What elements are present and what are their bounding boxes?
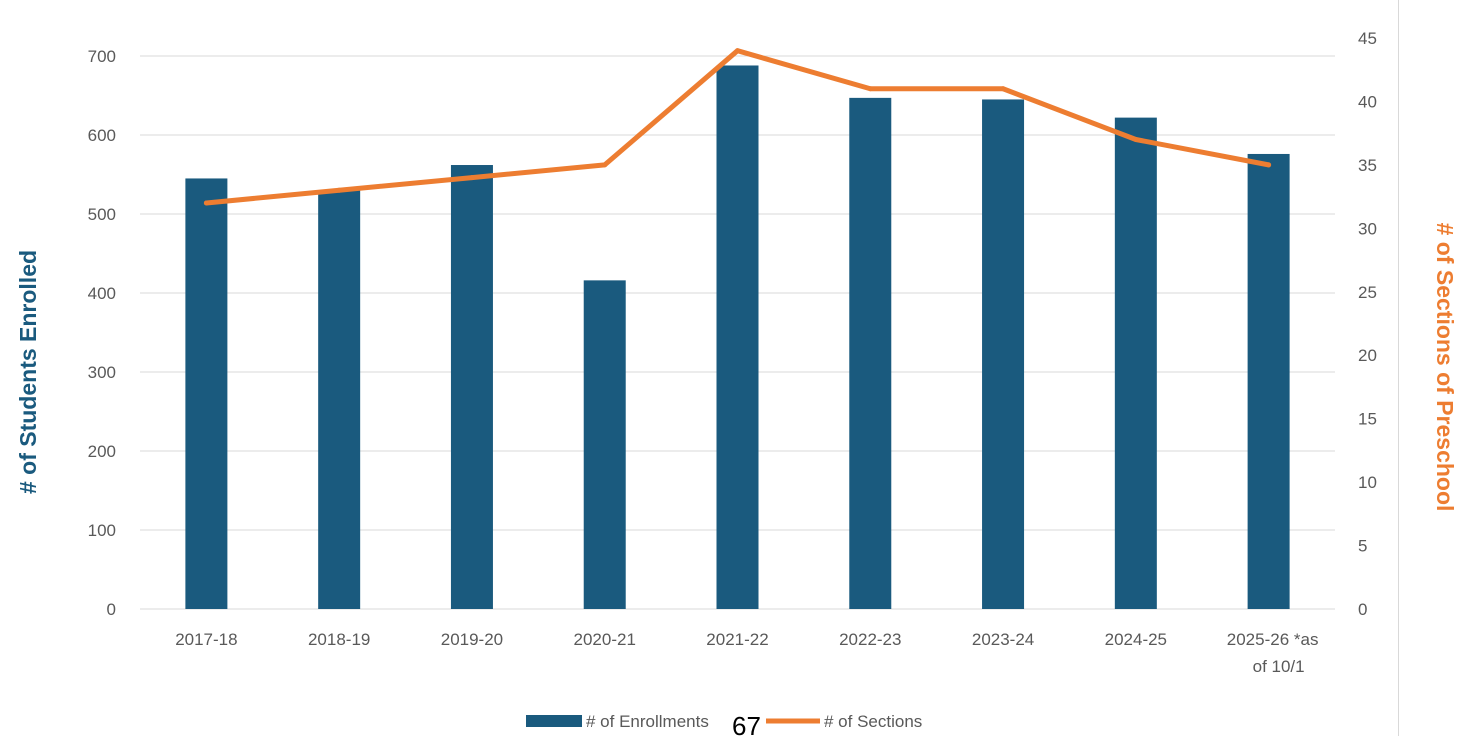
left-axis-tick-label: 700 [88,47,116,66]
slide-divider [1398,0,1399,736]
sections-point [867,86,873,92]
sections-point [469,175,475,181]
category-label: 2019-20 [441,630,503,649]
category-labels: 2017-18 2018-19 2019-20 2020-21 2021-22 2022-… [175,630,1318,676]
enrollment-bar [716,65,759,610]
right-axis-title: # of Sections of Preschool [1432,223,1458,512]
category-label: 2017-18 [175,630,237,649]
legend-label-sections: # of Sections [824,712,922,731]
legend-swatch-enrollments [526,715,582,727]
category-label: 2024-25 [1105,630,1167,649]
right-axis-tick-label: 35 [1358,156,1377,175]
left-axis-ticks: 0 100 200 300 400 500 600 700 [88,47,116,619]
category-label: 2020-21 [574,630,636,649]
right-axis-ticks: 0 5 10 15 20 25 30 35 40 45 [1358,29,1377,619]
right-axis-tick-label: 10 [1358,473,1377,492]
legend: # of Enrollments # of Sections [526,712,922,731]
left-axis-tick-label: 0 [107,600,116,619]
enrollment-bar [450,165,493,609]
category-label: 2025-26 *as [1227,630,1319,649]
category-label: 2021-22 [706,630,768,649]
right-axis-tick-label: 0 [1358,600,1367,619]
category-label: 2022-23 [839,630,901,649]
sections-point [735,48,740,54]
right-axis-tick-label: 20 [1358,346,1377,365]
sections-point [336,187,342,193]
enrollment-bar [849,97,892,610]
sections-point [1133,137,1139,143]
left-axis-tick-label: 100 [88,521,116,540]
right-axis-tick-label: 45 [1358,29,1377,48]
enrollment-bar [318,190,361,610]
right-axis-tick-label: 25 [1358,283,1377,302]
sections-line-series [203,48,1272,206]
left-axis-title: # of Students Enrolled [15,250,41,494]
right-axis-tick-label: 5 [1358,537,1367,556]
right-axis-tick-label: 30 [1358,219,1377,238]
left-axis-tick-label: 300 [88,363,116,382]
enrollment-bars [185,65,1290,610]
sections-point [1266,162,1272,168]
sections-point [203,200,209,206]
sections-point [1000,86,1006,92]
left-axis-tick-label: 200 [88,442,116,461]
enrollment-bar [982,99,1025,609]
category-label-line2: of 10/1 [1253,657,1305,676]
sections-point [602,162,608,168]
right-axis-tick-label: 15 [1358,410,1377,429]
enrollment-bar [1114,117,1157,610]
category-label: 2018-19 [308,630,370,649]
enrollment-bar [185,178,228,609]
left-axis-tick-label: 500 [88,205,116,224]
left-axis-tick-label: 400 [88,284,116,303]
left-axis-tick-label: 600 [88,126,116,145]
category-label: 2023-24 [972,630,1034,649]
legend-label-enrollments: # of Enrollments [586,712,709,731]
page-number: 67 [732,711,761,736]
enrollment-bar [1247,153,1290,609]
right-axis-tick-label: 40 [1358,92,1377,111]
enrollment-bar [583,280,626,609]
